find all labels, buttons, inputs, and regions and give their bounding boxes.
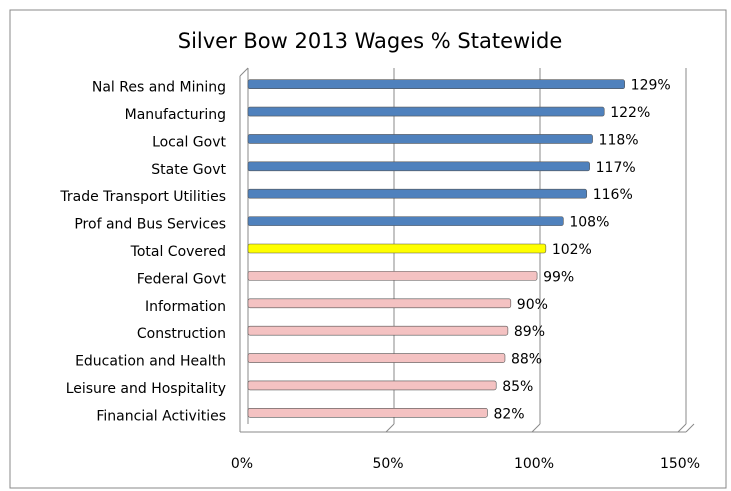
bar <box>247 161 590 172</box>
x-tick-label: 50% <box>372 456 403 472</box>
y-tick-label: Trade Transport Utilities <box>59 189 226 205</box>
y-tick-label: Education and Health <box>75 354 226 370</box>
y-tick-label: Leisure and Hospitality <box>66 381 226 397</box>
value-label: 122% <box>610 105 650 121</box>
bar <box>247 353 506 363</box>
value-label: 85% <box>502 379 533 395</box>
chart-title: Silver Bow 2013 Wages % Statewide <box>178 29 563 53</box>
floor-edge <box>685 423 695 433</box>
value-label: 108% <box>569 215 609 231</box>
y-tick-label: Financial Activities <box>96 408 226 424</box>
y-tick-label: Local Govt <box>152 134 226 150</box>
x-tick-label: 0% <box>231 456 253 472</box>
value-label: 116% <box>593 187 633 203</box>
bar <box>247 325 509 336</box>
value-label: 90% <box>517 297 548 313</box>
grid-line <box>677 423 687 433</box>
bar <box>247 380 497 391</box>
bar <box>247 243 547 254</box>
value-label: 129% <box>631 78 671 94</box>
y-tick-label: Manufacturing <box>125 107 226 123</box>
value-label: 102% <box>552 242 592 258</box>
grid-line <box>385 423 395 433</box>
value-label: 99% <box>543 269 574 285</box>
y-tick-label: Information <box>145 299 226 315</box>
bar <box>247 106 605 117</box>
bar <box>247 79 625 89</box>
value-label: 118% <box>599 132 639 148</box>
bar <box>247 134 593 144</box>
y-tick-label: Construction <box>137 326 226 342</box>
y-tick-label: Prof and Bus Services <box>74 217 226 233</box>
bar <box>247 271 538 281</box>
value-label: 89% <box>514 324 545 340</box>
y-tick-label: Nal Res and Mining <box>92 80 226 96</box>
value-label: 82% <box>493 406 524 422</box>
wall-edge <box>239 67 249 77</box>
y-tick-label: Total Covered <box>130 244 226 260</box>
grid-line <box>531 423 541 433</box>
y-tick-label: State Govt <box>151 162 226 178</box>
x-tick-label: 100% <box>514 456 554 472</box>
value-label: 88% <box>511 352 542 368</box>
x-tick-label: 150% <box>660 456 700 472</box>
bar <box>247 298 512 309</box>
y-tick-label: Federal Govt <box>137 271 227 287</box>
value-label: 117% <box>596 160 636 176</box>
bar <box>247 216 564 226</box>
bar <box>247 408 488 418</box>
bar <box>247 188 588 199</box>
